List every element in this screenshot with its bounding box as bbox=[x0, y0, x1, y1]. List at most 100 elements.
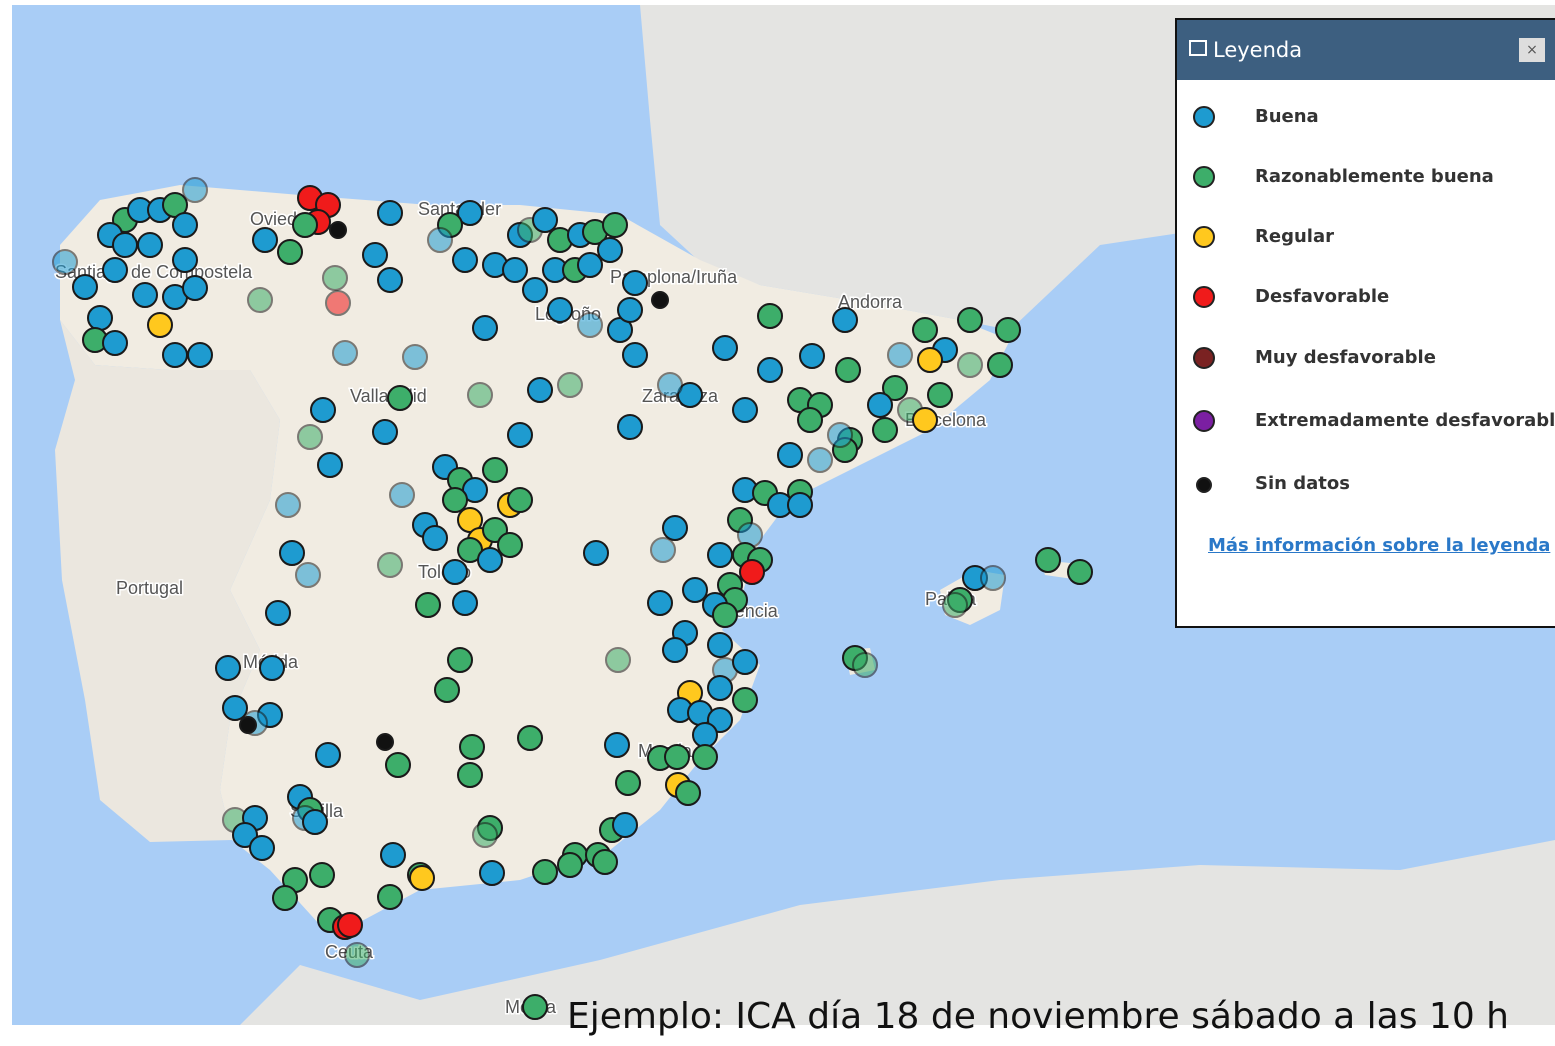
station-dot bbox=[682, 577, 708, 603]
station-dot bbox=[957, 352, 983, 378]
station-dot bbox=[442, 487, 468, 513]
station-dot bbox=[259, 655, 285, 681]
station-dot bbox=[387, 385, 413, 411]
legend-label: Buena bbox=[1255, 106, 1319, 127]
station-dot bbox=[325, 290, 351, 316]
station-dot bbox=[852, 652, 878, 678]
station-dot bbox=[434, 677, 460, 703]
station-dot bbox=[302, 809, 328, 835]
station-dot bbox=[602, 212, 628, 238]
station-dot bbox=[337, 912, 363, 938]
station-dot bbox=[252, 227, 278, 253]
station-dot bbox=[182, 275, 208, 301]
station-dot bbox=[882, 375, 908, 401]
station-dot bbox=[422, 525, 448, 551]
station-dot bbox=[442, 559, 468, 585]
station-dot bbox=[457, 200, 483, 226]
station-dot bbox=[389, 482, 415, 508]
station-dot bbox=[272, 885, 298, 911]
station-dot bbox=[52, 249, 78, 275]
station-dot bbox=[402, 344, 428, 370]
station-dot bbox=[472, 822, 498, 848]
station-dot bbox=[604, 732, 630, 758]
station-dot bbox=[942, 592, 968, 618]
station-dot bbox=[980, 565, 1006, 591]
station-dot bbox=[112, 232, 138, 258]
station-dot bbox=[647, 590, 673, 616]
station-dot bbox=[557, 372, 583, 398]
station-dot bbox=[532, 207, 558, 233]
station-dot bbox=[315, 742, 341, 768]
station-dot bbox=[309, 862, 335, 888]
station-dot bbox=[385, 752, 411, 778]
station-dot bbox=[664, 744, 690, 770]
station-dot bbox=[739, 559, 765, 585]
legend-label: Regular bbox=[1255, 226, 1334, 247]
station-dot bbox=[732, 687, 758, 713]
station-dot bbox=[482, 457, 508, 483]
close-button[interactable]: × bbox=[1519, 38, 1545, 62]
station-dot bbox=[777, 442, 803, 468]
station-dot bbox=[957, 307, 983, 333]
station-dot bbox=[377, 884, 403, 910]
station-dot bbox=[732, 397, 758, 423]
station-dot bbox=[362, 242, 388, 268]
station-dot bbox=[427, 227, 453, 253]
station-dot bbox=[377, 200, 403, 226]
station-dot bbox=[377, 267, 403, 293]
station-dot bbox=[279, 540, 305, 566]
legend-link[interactable]: Más información sobre la leyenda bbox=[1208, 535, 1551, 556]
station-dot bbox=[317, 452, 343, 478]
station-dot bbox=[612, 812, 638, 838]
station-dot bbox=[295, 562, 321, 588]
station-dot bbox=[447, 647, 473, 673]
legend-label: Muy desfavorable bbox=[1255, 347, 1436, 368]
station-dot bbox=[457, 762, 483, 788]
station-dot bbox=[502, 257, 528, 283]
station-dot bbox=[532, 859, 558, 885]
legend-swatch bbox=[1193, 410, 1215, 432]
station-dot bbox=[597, 237, 623, 263]
station-dot bbox=[662, 637, 688, 663]
station-dot bbox=[1035, 547, 1061, 573]
station-dot bbox=[102, 330, 128, 356]
station-dot bbox=[310, 397, 336, 423]
station-dot bbox=[507, 487, 533, 513]
legend-header: Leyenda × bbox=[1177, 20, 1555, 80]
station-dot bbox=[583, 540, 609, 566]
station-dot bbox=[732, 649, 758, 675]
legend-swatch bbox=[1193, 226, 1215, 248]
legend-label: Desfavorable bbox=[1255, 286, 1390, 307]
station-dot bbox=[835, 357, 861, 383]
station-dot bbox=[297, 424, 323, 450]
station-dot bbox=[592, 849, 618, 875]
station-dot bbox=[415, 592, 441, 618]
station-dot bbox=[675, 780, 701, 806]
station-dot bbox=[887, 342, 913, 368]
station-dot bbox=[409, 865, 435, 891]
station-dot bbox=[692, 744, 718, 770]
station-dot bbox=[657, 372, 683, 398]
station-dot bbox=[247, 287, 273, 313]
station-dot bbox=[557, 852, 583, 878]
station-dot bbox=[787, 492, 813, 518]
station-dot bbox=[292, 212, 318, 238]
legend-swatch bbox=[1193, 106, 1215, 128]
station-dot bbox=[827, 422, 853, 448]
station-dot bbox=[132, 282, 158, 308]
station-dot bbox=[239, 716, 257, 734]
station-dot bbox=[797, 407, 823, 433]
station-dot bbox=[995, 317, 1021, 343]
station-dot bbox=[507, 422, 533, 448]
legend-label: Extremadamente desfavorable bbox=[1255, 410, 1555, 431]
station-dot bbox=[377, 552, 403, 578]
station-dot bbox=[692, 722, 718, 748]
station-dot bbox=[522, 994, 548, 1020]
station-dot bbox=[249, 835, 275, 861]
station-dot bbox=[479, 860, 505, 886]
station-dot bbox=[376, 733, 394, 751]
station-dot bbox=[757, 357, 783, 383]
station-dot bbox=[615, 770, 641, 796]
station-dot bbox=[577, 252, 603, 278]
